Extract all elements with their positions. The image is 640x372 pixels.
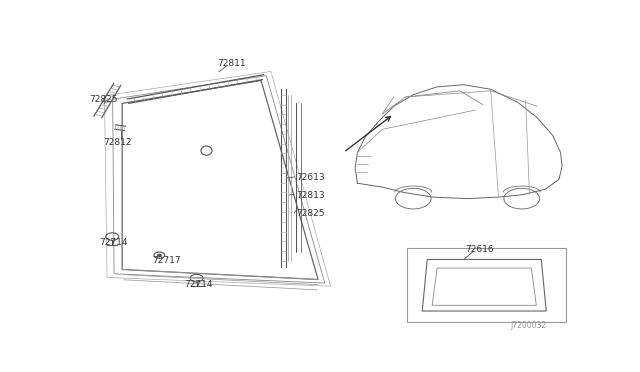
Bar [408, 248, 566, 323]
Text: 72613: 72613 [296, 173, 324, 182]
Text: 72813: 72813 [296, 190, 324, 199]
Text: J7200032: J7200032 [511, 321, 547, 330]
Text: 72714: 72714 [184, 280, 212, 289]
Text: 72811: 72811 [217, 59, 246, 68]
Text: 72825: 72825 [89, 94, 117, 103]
Text: 72825: 72825 [296, 209, 324, 218]
Circle shape [157, 254, 162, 257]
Text: 72714: 72714 [99, 238, 127, 247]
Text: 72717: 72717 [152, 256, 180, 265]
Text: 72616: 72616 [465, 245, 493, 254]
Text: 72812: 72812 [103, 138, 131, 147]
